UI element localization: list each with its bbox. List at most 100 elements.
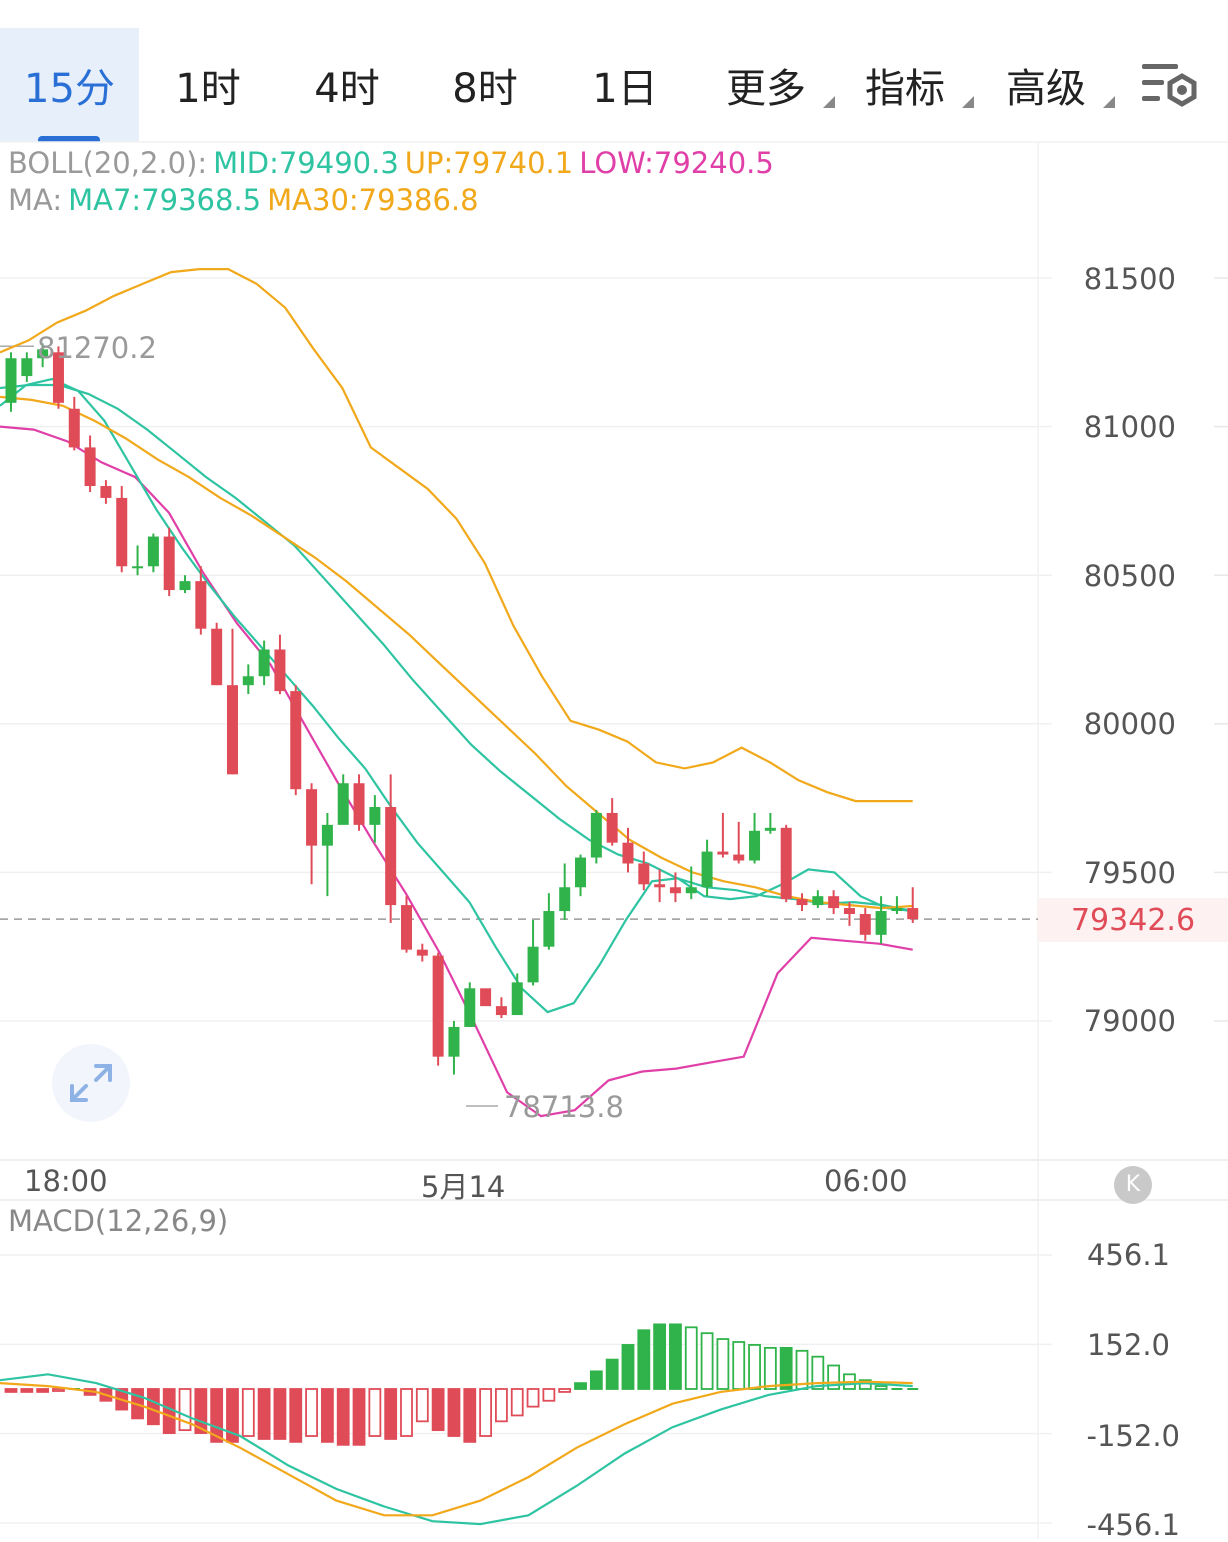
chart-settings-icon[interactable] xyxy=(1140,58,1200,114)
macd-bar xyxy=(542,1388,556,1402)
tab-indicators[interactable]: 指标 xyxy=(852,28,974,142)
macd-y-tick-label: -456.1 xyxy=(1086,1508,1181,1542)
candle-body xyxy=(464,988,476,1027)
candle xyxy=(638,851,650,891)
macd-bar xyxy=(352,1388,366,1446)
candle xyxy=(828,890,840,915)
candle xyxy=(796,893,808,912)
macd-bar xyxy=(637,1329,651,1390)
candle xyxy=(527,919,539,986)
candle-body xyxy=(84,447,96,487)
candle-body xyxy=(179,581,191,591)
expand-icon xyxy=(70,1064,112,1102)
candle-body xyxy=(907,908,919,920)
macd-bar xyxy=(558,1388,572,1393)
macd-bar xyxy=(384,1388,398,1440)
macd-bar xyxy=(858,1379,872,1390)
macd-bar xyxy=(336,1388,350,1446)
candle-body xyxy=(875,911,887,935)
ma7-value: MA7:79368.5 xyxy=(68,183,262,217)
tab-15min[interactable]: 15分 xyxy=(0,28,139,142)
candle-body xyxy=(685,887,697,894)
tab-more[interactable]: 更多 xyxy=(713,28,835,142)
candle xyxy=(37,343,49,368)
candle xyxy=(701,839,713,897)
candle-body xyxy=(812,896,824,906)
y-tick-label: 79000 xyxy=(1083,1004,1176,1038)
candle xyxy=(717,812,729,858)
candle-body xyxy=(211,628,223,686)
candle-body xyxy=(701,851,713,888)
boll-label: BOLL(20,2.0): xyxy=(8,146,208,180)
macd-bar xyxy=(463,1388,477,1443)
candle-body xyxy=(116,497,128,567)
candle-body xyxy=(274,649,286,692)
line-ma30 xyxy=(0,395,913,910)
candle xyxy=(68,396,80,451)
candle xyxy=(654,869,666,903)
y-tick-label: 81500 xyxy=(1083,262,1176,296)
macd-bar xyxy=(4,1388,18,1393)
macd-bar xyxy=(605,1358,619,1390)
candle-body xyxy=(828,896,840,909)
candle-body xyxy=(163,536,175,591)
candle-body xyxy=(242,676,254,686)
candle xyxy=(843,902,855,926)
expand-fullscreen-button[interactable] xyxy=(52,1044,130,1122)
tab-advanced[interactable]: 高级 xyxy=(993,28,1115,142)
candle xyxy=(495,997,507,1019)
candle xyxy=(575,854,587,897)
candle-body xyxy=(622,842,634,864)
macd-bar xyxy=(400,1388,413,1437)
tab-4h[interactable]: 4时 xyxy=(287,28,407,142)
low-price-annotation: 78713.8 xyxy=(504,1090,624,1124)
candle xyxy=(749,812,761,864)
macd-bar xyxy=(36,1388,50,1393)
macd-bar xyxy=(526,1388,540,1408)
candle-body xyxy=(669,887,681,894)
tab-1d[interactable]: 1日 xyxy=(565,28,685,142)
candle-body xyxy=(448,1026,460,1057)
macd-bar xyxy=(178,1388,192,1432)
candle xyxy=(211,622,223,686)
y-tick-label: 79500 xyxy=(1083,856,1176,890)
candle xyxy=(274,634,286,695)
candle-body xyxy=(480,988,492,1007)
macd-bar xyxy=(20,1388,34,1393)
candle xyxy=(195,566,207,635)
candle xyxy=(416,943,428,962)
tab-8h[interactable]: 8时 xyxy=(425,28,545,142)
line-mid xyxy=(0,383,913,913)
kline-toggle-button[interactable]: K xyxy=(1114,1166,1152,1204)
macd-bar xyxy=(305,1388,318,1437)
candle xyxy=(337,774,349,825)
candle xyxy=(147,533,159,573)
candle-body xyxy=(401,905,412,950)
x-tick-label: 18:00 xyxy=(24,1164,108,1198)
candle xyxy=(306,783,318,885)
active-tab-indicator xyxy=(38,136,100,142)
macd-bar xyxy=(194,1388,208,1434)
tab-1h[interactable]: 1时 xyxy=(148,28,268,142)
high-price-annotation: 81270.2 xyxy=(37,331,157,365)
candle xyxy=(448,1021,460,1075)
candle xyxy=(859,908,871,941)
candle-body xyxy=(132,566,144,569)
macd-bar xyxy=(763,1346,777,1390)
macd-bar xyxy=(495,1388,508,1423)
macd-line-dea xyxy=(0,1380,913,1517)
candle xyxy=(84,435,96,492)
macd-bar xyxy=(479,1388,493,1437)
macd-bar xyxy=(431,1388,445,1432)
candle xyxy=(401,896,412,953)
macd-bar xyxy=(874,1385,888,1390)
macd-bar xyxy=(700,1332,714,1390)
macd-bar xyxy=(146,1388,160,1426)
candle xyxy=(21,352,33,383)
candle-body xyxy=(495,1006,507,1016)
candle-body xyxy=(369,807,381,825)
macd-bar xyxy=(748,1344,761,1390)
candle-body xyxy=(717,851,729,855)
tab-label: 1日 xyxy=(592,66,658,112)
